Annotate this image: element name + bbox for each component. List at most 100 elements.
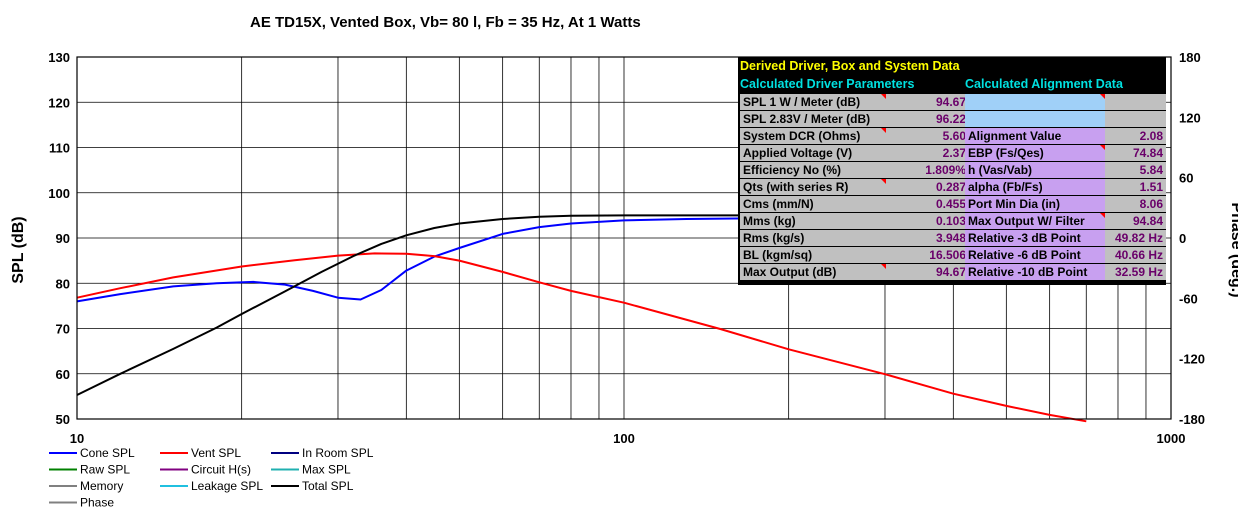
- plot-frame: [76, 56, 1172, 420]
- y-tick-label: 110: [49, 141, 70, 156]
- driver-param-row: Mms (kg) 0.103: [740, 212, 969, 230]
- x-tick-label: 10: [70, 431, 84, 446]
- alignment-label: Relative -6 dB Point: [965, 246, 1105, 264]
- panel-title: Derived Driver, Box and System Data: [740, 59, 960, 73]
- driver-param-value: 2.37: [886, 144, 969, 162]
- alignment-value: 74.84: [1105, 144, 1166, 162]
- driver-param-label: BL (kgm/sq): [740, 246, 886, 264]
- series-vent-spl: [76, 252, 1087, 423]
- x-tick-label: 100: [613, 431, 635, 446]
- y-tick-label: 130: [48, 50, 70, 65]
- alignment-value: 32.59 Hz: [1105, 263, 1166, 281]
- y-tick-label: 70: [56, 322, 70, 337]
- alignment-value: 49.82 Hz: [1105, 229, 1166, 247]
- alignment-label: Relative -3 dB Point: [965, 229, 1105, 247]
- x-tick-label: 1000: [1157, 431, 1186, 446]
- alignment-data-table: Alignment Value 2.08 EBP (Fs/Qes) 74.84 h (V…: [965, 94, 1166, 281]
- y2-tick-label: -180: [1179, 412, 1205, 427]
- driver-param-label: Mms (kg): [740, 212, 886, 230]
- alignment-value: 94.84: [1105, 212, 1166, 230]
- legend-label: In Room SPL: [302, 446, 374, 460]
- driver-param-value: 0.103: [886, 212, 969, 230]
- alignment-value: 1.51: [1105, 178, 1166, 196]
- series-total-spl: [76, 214, 789, 396]
- legend-label: Total SPL: [302, 479, 354, 493]
- alignment-row: Alignment Value 2.08: [965, 127, 1166, 145]
- driver-param-value: 5.60: [886, 127, 969, 145]
- driver-param-value: 0.455: [886, 195, 969, 213]
- alignment-data-header: Calculated Alignment Data: [965, 77, 1123, 91]
- alignment-label: Alignment Value: [965, 127, 1105, 145]
- series-layer: [76, 214, 1087, 423]
- legend: Cone SPL Vent SPL In Room SPL Raw SPL Circui…: [49, 446, 374, 510]
- alignment-row: [965, 110, 1166, 128]
- driver-param-label: SPL 2.83V / Meter (dB): [740, 110, 886, 128]
- driver-param-row: SPL 1 W / Meter (dB) 94.67: [740, 94, 969, 111]
- driver-param-label: Cms (mm/N): [740, 195, 886, 213]
- driver-param-row: BL (kgm/sq) 16.506: [740, 246, 969, 264]
- driver-param-value: 96.22: [886, 110, 969, 128]
- alignment-row: Relative -10 dB Point 32.59 Hz: [965, 263, 1166, 281]
- driver-param-value: 1.809%: [886, 161, 969, 179]
- driver-param-label: System DCR (Ohms): [740, 127, 886, 145]
- y2-tick-label: -60: [1179, 291, 1198, 306]
- alignment-value: [1105, 94, 1166, 111]
- driver-param-row: Qts (with series R) 0.287: [740, 178, 969, 196]
- driver-param-value: 3.948: [886, 229, 969, 247]
- y2-tick-label: 120: [1179, 110, 1201, 125]
- alignment-value: 5.84: [1105, 161, 1166, 179]
- y2-tick-label: 0: [1179, 231, 1186, 246]
- alignment-label: EBP (Fs/Qes): [965, 144, 1105, 162]
- y2-tick-label: -120: [1179, 352, 1205, 367]
- derived-data-panel: Derived Driver, Box and System Data Calc…: [738, 57, 1166, 285]
- alignment-row: Relative -3 dB Point 49.82 Hz: [965, 229, 1166, 247]
- legend-label: Phase: [80, 496, 114, 510]
- alignment-value: 40.66 Hz: [1105, 246, 1166, 264]
- alignment-label: Port Min Dia (in): [965, 195, 1105, 213]
- driver-param-label: Qts (with series R): [740, 178, 886, 196]
- alignment-row: EBP (Fs/Qes) 74.84: [965, 144, 1166, 162]
- alignment-row: [965, 94, 1166, 111]
- x-axis-ticks: 10 100 1000: [70, 431, 1186, 446]
- driver-param-row: Rms (kg/s) 3.948: [740, 229, 969, 247]
- driver-param-row: SPL 2.83V / Meter (dB) 96.22: [740, 110, 969, 128]
- legend-label: Memory: [80, 479, 123, 493]
- driver-param-row: Efficiency No (%) 1.809%: [740, 161, 969, 179]
- alignment-label: Relative -10 dB Point: [965, 263, 1105, 281]
- alignment-label: Max Output W/ Filter: [965, 212, 1105, 230]
- driver-param-value: 94.67: [886, 263, 969, 281]
- driver-param-value: 94.67: [886, 94, 969, 111]
- legend-label: Cone SPL: [80, 446, 135, 460]
- y2-tick-label: 60: [1179, 171, 1193, 186]
- y-tick-label: 120: [48, 95, 70, 110]
- y2-axis-label: Phase (deg.): [1228, 202, 1238, 297]
- y-axis-label: SPL (dB): [10, 216, 27, 283]
- driver-param-value: 0.287: [886, 178, 969, 196]
- driver-param-row: Max Output (dB) 94.67: [740, 263, 969, 281]
- alignment-row: alpha (Fb/Fs) 1.51: [965, 178, 1166, 196]
- legend-label: Max SPL: [302, 463, 351, 477]
- alignment-value: 2.08: [1105, 127, 1166, 145]
- driver-param-label: Efficiency No (%): [740, 161, 886, 179]
- alignment-value: 8.06: [1105, 195, 1166, 213]
- alignment-value: [1105, 110, 1166, 128]
- alignment-label: alpha (Fb/Fs): [965, 178, 1105, 196]
- chart-title: AE TD15X, Vented Box, Vb= 80 l, Fb = 35 …: [250, 14, 641, 31]
- legend-label: Vent SPL: [191, 446, 241, 460]
- y-tick-label: 100: [48, 186, 70, 201]
- driver-params-table: SPL 1 W / Meter (dB) 94.67 SPL 2.83V / Met…: [740, 94, 969, 281]
- alignment-label: [965, 94, 1105, 111]
- y-tick-label: 50: [56, 412, 70, 427]
- y-tick-label: 90: [56, 231, 70, 246]
- alignment-row: Port Min Dia (in) 8.06: [965, 195, 1166, 213]
- alignment-row: Relative -6 dB Point 40.66 Hz: [965, 246, 1166, 264]
- driver-param-row: System DCR (Ohms) 5.60: [740, 127, 969, 145]
- alignment-label: h (Vas/Vab): [965, 161, 1105, 179]
- alignment-label: [965, 110, 1105, 128]
- alignment-row: h (Vas/Vab) 5.84: [965, 161, 1166, 179]
- alignment-row: Max Output W/ Filter 94.84: [965, 212, 1166, 230]
- driver-param-label: Applied Voltage (V): [740, 144, 886, 162]
- driver-param-value: 16.506: [886, 246, 969, 264]
- y-tick-label: 60: [56, 367, 70, 382]
- y-axis-ticks: 130 120 110 100 90 80 70 60 50: [48, 50, 70, 427]
